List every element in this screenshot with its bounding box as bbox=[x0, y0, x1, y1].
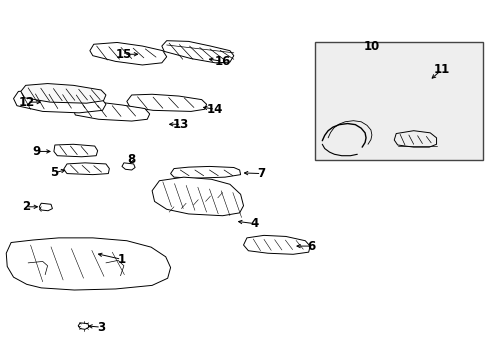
Polygon shape bbox=[14, 90, 106, 113]
Polygon shape bbox=[6, 238, 170, 290]
Text: 1: 1 bbox=[117, 253, 125, 266]
Text: 15: 15 bbox=[116, 48, 132, 61]
Text: 12: 12 bbox=[19, 96, 35, 109]
Polygon shape bbox=[162, 41, 233, 63]
Text: 2: 2 bbox=[21, 200, 30, 213]
Polygon shape bbox=[126, 94, 206, 111]
Polygon shape bbox=[122, 163, 135, 170]
Polygon shape bbox=[54, 144, 98, 157]
Text: 8: 8 bbox=[127, 153, 136, 166]
Text: 13: 13 bbox=[173, 118, 189, 131]
Polygon shape bbox=[78, 323, 89, 329]
Polygon shape bbox=[170, 166, 240, 178]
Polygon shape bbox=[243, 235, 309, 254]
Bar bbox=[314, 42, 482, 160]
Text: 3: 3 bbox=[97, 321, 105, 334]
Polygon shape bbox=[63, 163, 109, 175]
Text: 11: 11 bbox=[432, 63, 448, 76]
Polygon shape bbox=[21, 84, 106, 103]
Text: 9: 9 bbox=[32, 145, 41, 158]
Polygon shape bbox=[152, 177, 243, 216]
Text: 14: 14 bbox=[207, 103, 223, 116]
Text: 10: 10 bbox=[363, 40, 379, 53]
Text: 6: 6 bbox=[307, 240, 315, 253]
Text: 7: 7 bbox=[257, 167, 265, 180]
Polygon shape bbox=[393, 131, 436, 147]
Text: 5: 5 bbox=[50, 166, 58, 179]
Polygon shape bbox=[90, 42, 166, 65]
Text: 16: 16 bbox=[214, 55, 230, 68]
Polygon shape bbox=[39, 203, 52, 211]
Polygon shape bbox=[73, 102, 149, 121]
Text: 4: 4 bbox=[249, 217, 258, 230]
